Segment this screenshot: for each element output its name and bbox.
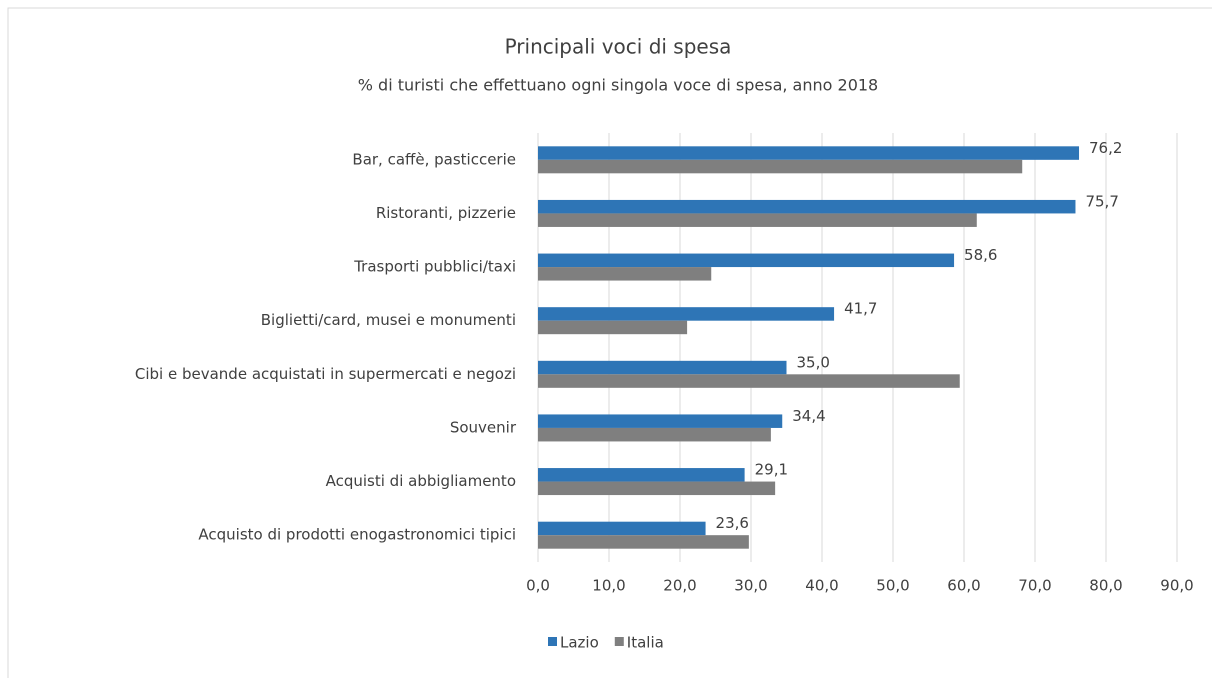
x-tick-label: 40,0 xyxy=(805,577,838,595)
y-tick-label: Biglietti/card, musei e monumenti xyxy=(261,311,516,329)
bar xyxy=(538,307,835,321)
legend-swatch xyxy=(548,637,557,646)
chart-subtitle: % di turisti che effettuano ogni singola… xyxy=(358,76,878,95)
bar xyxy=(538,146,1080,160)
y-tick-label: Trasporti pubblici/taxi xyxy=(353,258,516,276)
bar xyxy=(538,159,1023,174)
data-label: 34,4 xyxy=(792,407,825,425)
y-tick-label: Ristoranti, pizzerie xyxy=(376,204,516,222)
data-label: 75,7 xyxy=(1085,192,1118,210)
legend-label: Lazio xyxy=(560,634,599,652)
y-tick-label: Bar, caffè, pasticcerie xyxy=(352,150,516,168)
bar xyxy=(538,414,783,428)
data-label: 76,2 xyxy=(1089,139,1122,157)
y-tick-label: Acquisto di prodotti enogastronomici tip… xyxy=(198,526,516,544)
bar xyxy=(538,199,1076,214)
data-label: 41,7 xyxy=(844,300,877,318)
data-label: 23,6 xyxy=(716,514,749,532)
bar xyxy=(538,360,787,375)
chart-border xyxy=(7,7,1212,678)
bar xyxy=(538,481,776,496)
x-tick-label: 90,0 xyxy=(1160,577,1193,595)
x-tick-label: 30,0 xyxy=(734,577,767,595)
data-label: 58,6 xyxy=(964,246,997,264)
data-label: 35,0 xyxy=(797,353,830,371)
y-tick-label: Cibi e bevande acquistati in supermercat… xyxy=(135,365,516,383)
bar xyxy=(538,521,706,536)
bar xyxy=(538,427,771,442)
x-tick-label: 0,0 xyxy=(526,577,550,595)
x-tick-label: 70,0 xyxy=(1018,577,1051,595)
x-tick-label: 60,0 xyxy=(947,577,980,595)
x-tick-label: 80,0 xyxy=(1089,577,1122,595)
legend-label: Italia xyxy=(627,634,664,652)
legend-swatch xyxy=(614,637,624,646)
bar xyxy=(538,213,977,227)
y-tick-label: Souvenir xyxy=(450,418,517,436)
y-tick-label: Acquisti di abbigliamento xyxy=(326,472,516,490)
x-tick-label: 20,0 xyxy=(663,577,696,595)
data-label: 29,1 xyxy=(755,461,788,479)
bar xyxy=(538,535,749,549)
bar xyxy=(538,267,712,281)
x-tick-label: 50,0 xyxy=(876,577,909,595)
bar xyxy=(538,468,745,482)
bar xyxy=(538,320,688,335)
chart-title: Principali voci di spesa xyxy=(505,35,732,59)
x-tick-label: 10,0 xyxy=(592,577,625,595)
bar xyxy=(538,253,955,268)
bar xyxy=(538,374,960,388)
